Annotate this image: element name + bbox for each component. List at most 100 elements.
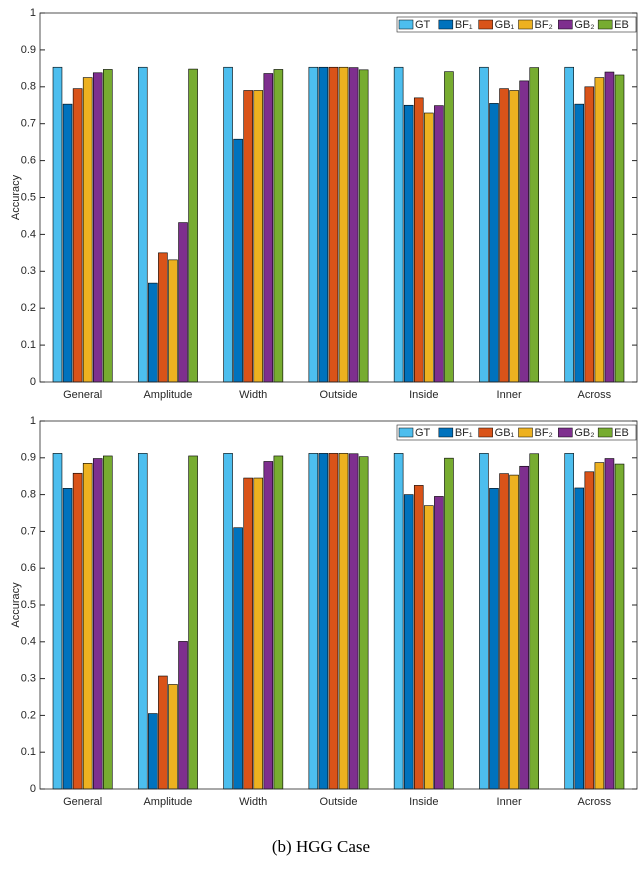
bar — [413, 485, 424, 790]
bar — [434, 496, 444, 790]
legend-box — [396, 424, 637, 441]
bar — [62, 488, 73, 790]
bar — [614, 74, 625, 383]
bar — [444, 457, 454, 790]
legend-label: BF₁ — [455, 427, 473, 439]
bar — [158, 675, 168, 790]
bar — [338, 453, 349, 790]
legend-label: GB₂ — [574, 427, 594, 439]
legend-label: GB₁ — [495, 427, 515, 439]
y-tick-label: 0 — [30, 783, 36, 795]
bar — [594, 462, 605, 790]
bar — [604, 71, 615, 383]
y-tick-label: 0.5 — [21, 191, 36, 203]
bar — [529, 67, 540, 383]
legend-label: EB — [614, 427, 629, 439]
y-axis-label: Accuracy — [10, 582, 22, 628]
bar — [52, 66, 63, 383]
bar — [393, 66, 404, 383]
bar — [188, 455, 198, 790]
x-tick-label: Amplitude — [143, 389, 192, 401]
legend-swatch — [478, 427, 493, 438]
bar — [584, 86, 595, 383]
bar — [233, 527, 243, 790]
x-tick-label: Inside — [409, 796, 438, 808]
y-tick-label: 0.3 — [21, 265, 36, 277]
bar — [584, 471, 595, 790]
bar — [358, 69, 369, 383]
legend-swatch — [597, 427, 613, 438]
bar — [103, 455, 113, 790]
legend: GT BF₁ GB₁ BF₂ GB₂ EB — [396, 16, 637, 33]
y-tick-label: 0.5 — [21, 599, 36, 611]
plot-area — [40, 13, 637, 382]
bar — [424, 505, 434, 790]
bar — [529, 453, 540, 790]
bar — [137, 66, 148, 383]
bar — [328, 66, 339, 383]
bar — [348, 67, 359, 383]
bar — [328, 453, 339, 790]
legend-box — [396, 16, 637, 33]
bar — [253, 477, 264, 790]
bar — [82, 463, 93, 790]
legend-swatch — [558, 19, 573, 30]
bar — [338, 66, 349, 383]
y-tick-label: 0.9 — [21, 452, 36, 464]
bar — [72, 88, 83, 383]
y-tick-label: 0.1 — [21, 339, 36, 351]
bar — [82, 77, 93, 383]
bar — [273, 69, 284, 383]
bar — [574, 103, 585, 383]
bar — [188, 68, 198, 383]
bar — [62, 103, 73, 383]
bar — [604, 458, 615, 790]
bar — [318, 66, 329, 383]
y-tick-label: 0.4 — [21, 228, 36, 240]
bar — [158, 252, 168, 383]
bar — [178, 222, 188, 383]
legend-swatch — [438, 19, 454, 30]
bar — [403, 494, 414, 790]
bar — [479, 66, 489, 383]
bar — [253, 90, 264, 383]
bar — [233, 138, 243, 383]
x-tick-label: General — [63, 389, 102, 401]
x-tick-label: Outside — [320, 796, 358, 808]
bar — [564, 66, 574, 383]
x-tick-label: Amplitude — [143, 796, 192, 808]
bar — [564, 453, 574, 790]
legend-label: GB₁ — [495, 19, 515, 31]
axes-frame — [39, 420, 638, 790]
bar — [509, 90, 519, 383]
bar — [263, 73, 274, 383]
bar — [318, 453, 329, 790]
legend-label: BF₂ — [535, 427, 553, 439]
bar — [393, 453, 404, 790]
bar — [72, 472, 83, 790]
legend-swatch — [398, 427, 414, 438]
x-tick-label: Across — [578, 796, 612, 808]
bar — [308, 453, 319, 790]
bar — [499, 88, 509, 383]
bar — [434, 105, 444, 383]
y-tick-label: 0.9 — [21, 44, 36, 56]
bar — [223, 66, 233, 383]
legend-swatch — [438, 427, 454, 438]
bar — [178, 641, 188, 790]
legend-label: BF₁ — [455, 19, 473, 31]
y-tick-label: 0.1 — [21, 746, 36, 758]
y-tick-label: 0.7 — [21, 118, 36, 130]
bar — [92, 458, 103, 790]
x-tick-label: Width — [239, 796, 267, 808]
x-tick-label: General — [63, 796, 102, 808]
bar — [413, 97, 424, 383]
legend-swatch — [518, 427, 533, 438]
y-tick-label: 0.8 — [21, 489, 36, 501]
bar — [168, 259, 178, 383]
y-tick-label: 0.4 — [21, 636, 36, 648]
bar — [137, 453, 148, 790]
bar — [243, 477, 253, 790]
y-tick-label: 1 — [30, 7, 36, 19]
